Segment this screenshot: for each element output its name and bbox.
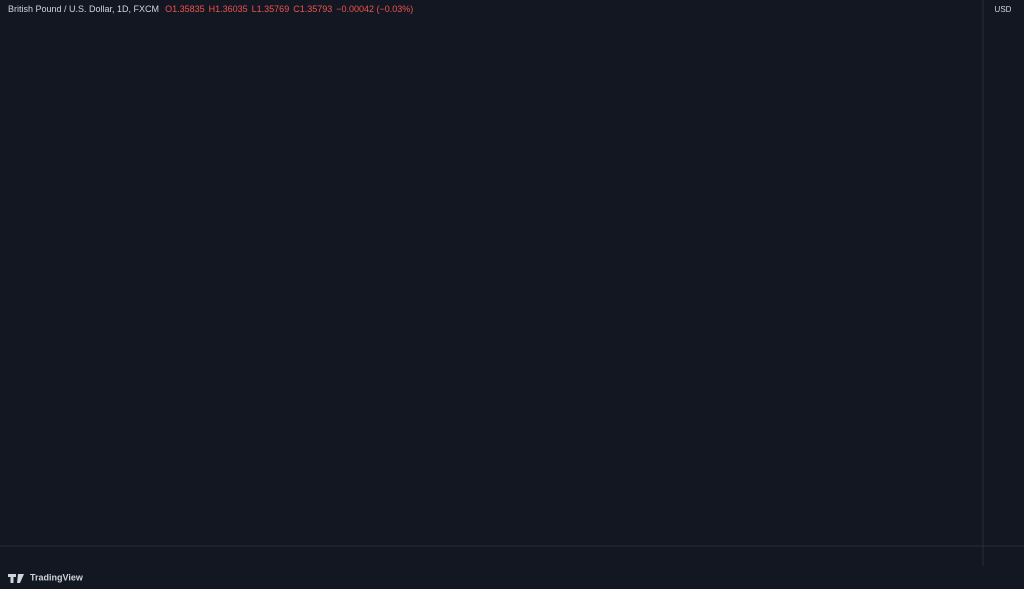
ohlc-value: H1.36035: [209, 4, 248, 14]
header: British Pound / U.S. Dollar, 1D, FXCM O1.…: [8, 4, 413, 14]
currency: USD: [995, 5, 1012, 14]
ohlc-value: O1.35835: [165, 4, 205, 14]
ohlc-legend: O1.35835 H1.36035 L1.35769 C1.35793 −0.00042…: [165, 4, 413, 14]
ohlc-value: C1.35793: [293, 4, 332, 14]
footer: [0, 566, 1024, 589]
brand: TradingView: [30, 572, 84, 582]
brand-logo: [8, 574, 24, 583]
ohlc-value: −0.00042 (−0.03%): [336, 4, 413, 14]
ohlc-value: L1.35769: [252, 4, 290, 14]
symbol-title: British Pound / U.S. Dollar, 1D, FXCM: [8, 4, 159, 14]
